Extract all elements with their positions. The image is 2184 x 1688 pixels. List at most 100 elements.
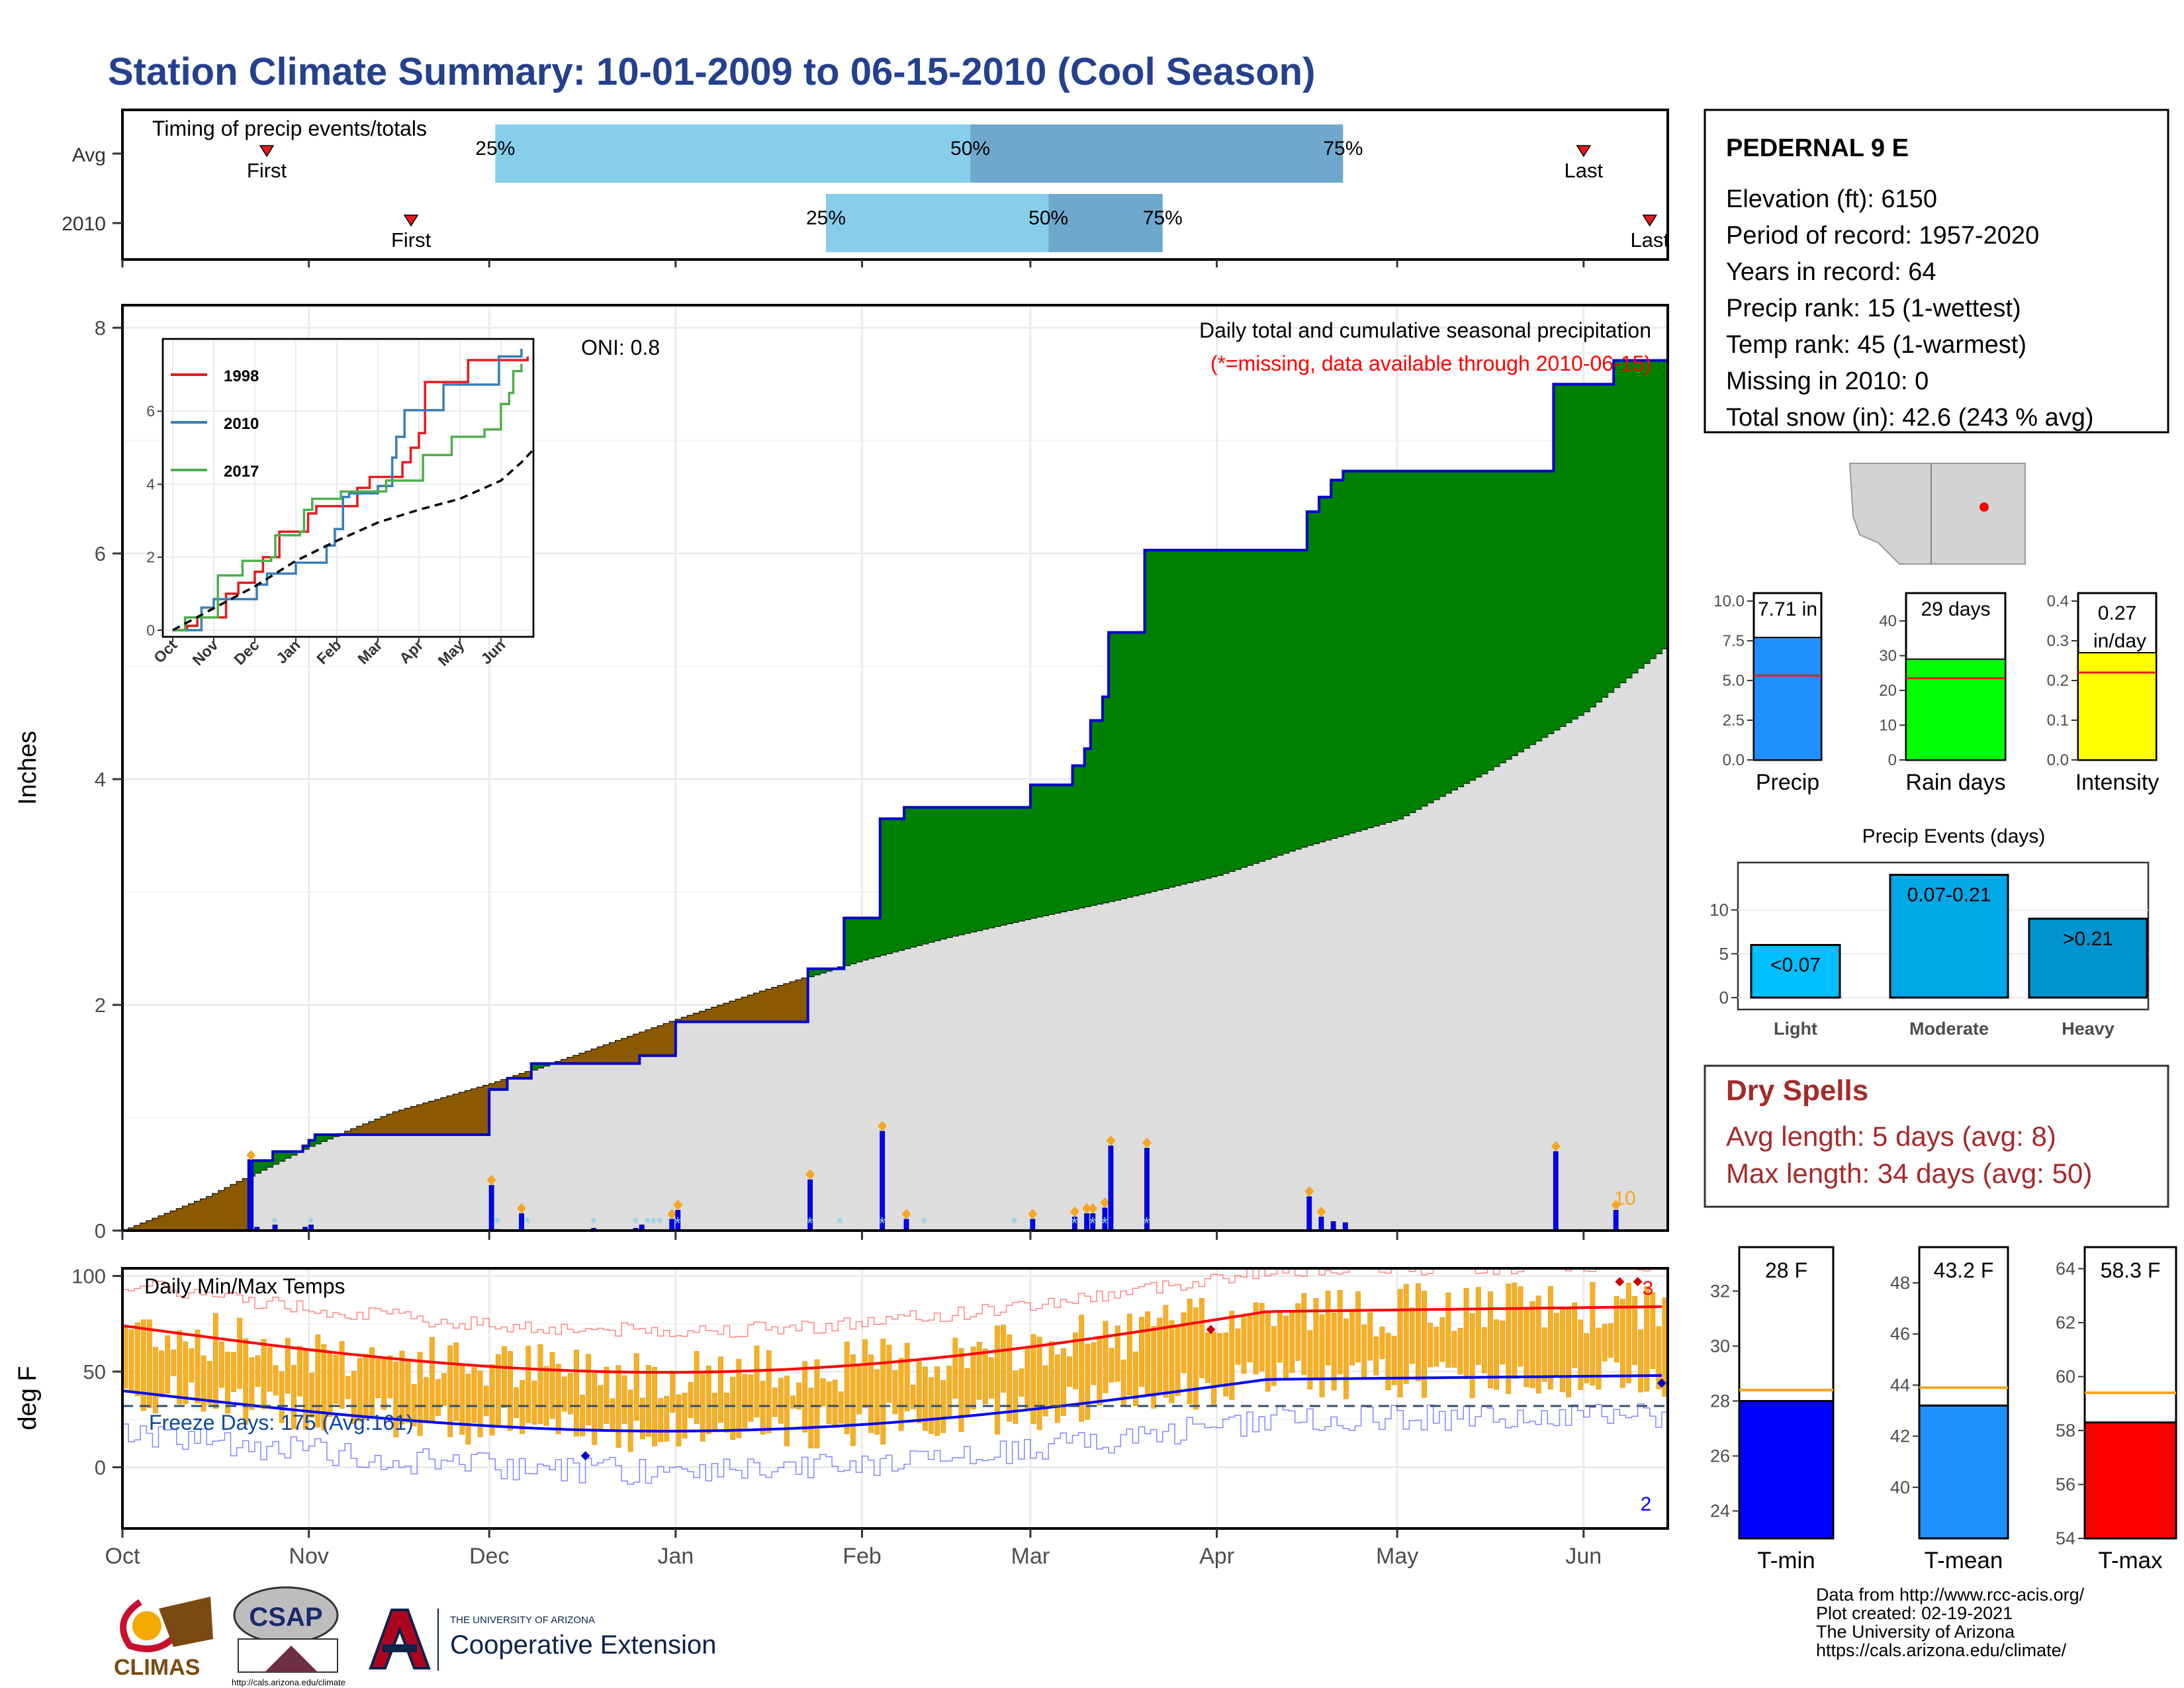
inset-legend-1998: 1998 bbox=[224, 367, 259, 385]
daily-snow-marker bbox=[1551, 1141, 1561, 1152]
daily-temp-bar bbox=[1541, 1327, 1547, 1382]
daily-temp-bar bbox=[255, 1355, 261, 1387]
daily-temp-bar bbox=[1024, 1348, 1030, 1409]
summary-value-label: 29 days bbox=[1921, 598, 1990, 620]
daily-temp-bar bbox=[1277, 1310, 1283, 1363]
daily-temp-bar bbox=[1596, 1327, 1602, 1389]
daily-temp-bar bbox=[1235, 1329, 1241, 1365]
missing-marker: * bbox=[494, 1213, 500, 1233]
daily-temp-bar bbox=[1409, 1307, 1415, 1364]
daily-temp-bar bbox=[339, 1341, 345, 1409]
daily-snow-marker bbox=[486, 1174, 496, 1186]
daily-temp-bar bbox=[465, 1374, 471, 1445]
daily-temp-bar bbox=[399, 1350, 405, 1425]
daily-precip-bar bbox=[248, 1160, 254, 1231]
daily-snow-marker bbox=[1142, 1137, 1152, 1149]
daily-temp-bar bbox=[880, 1338, 886, 1445]
daily-temp-bar bbox=[345, 1376, 351, 1399]
daily-temp-bar bbox=[682, 1393, 688, 1439]
daily-temp-bar bbox=[1553, 1313, 1559, 1376]
daily-temp-bar bbox=[1073, 1333, 1079, 1389]
daily-precip-bar bbox=[302, 1227, 308, 1231]
daily-temp-bar bbox=[567, 1373, 573, 1415]
daily-temp-bar bbox=[1343, 1318, 1349, 1399]
daily-temp-bar bbox=[736, 1359, 742, 1438]
daily-temp-bar bbox=[1428, 1323, 1433, 1368]
daily-temp-bar bbox=[1319, 1314, 1325, 1397]
daily-temp-bar bbox=[1001, 1325, 1006, 1393]
daily-temp-bar bbox=[1500, 1321, 1506, 1365]
daily-temp-bar bbox=[778, 1378, 784, 1424]
daily-temp-bar bbox=[1085, 1343, 1091, 1420]
daily-temp-bar bbox=[705, 1366, 711, 1434]
daily-temp-bar bbox=[766, 1350, 772, 1434]
month-tick-label: Feb bbox=[842, 1544, 882, 1569]
temp-panel-frame bbox=[121, 1267, 1669, 1530]
footer-line-3: https://cals.arizona.edu/climate/ bbox=[1816, 1640, 2067, 1660]
daily-temp-bar bbox=[1132, 1351, 1138, 1407]
daily-temp-bar bbox=[1373, 1336, 1379, 1376]
month-tick-label: May bbox=[1376, 1544, 1418, 1569]
daily-temp-bar bbox=[1547, 1286, 1553, 1390]
climas-logo: CLIMAS bbox=[114, 1597, 213, 1680]
station-line-0: Elevation (ft): 6150 bbox=[1726, 185, 1937, 213]
daily-temp-bar bbox=[1644, 1286, 1650, 1392]
daily-temp-bar bbox=[1481, 1327, 1487, 1374]
daily-temp-bar bbox=[1397, 1289, 1403, 1397]
summary-y-tick: 0.0 bbox=[2047, 751, 2069, 769]
daily-temp-bar bbox=[868, 1354, 874, 1433]
temp-summary-value-label: 43.2 F bbox=[1934, 1258, 1994, 1282]
precip-y-tick: 6 bbox=[95, 542, 106, 565]
daily-temp-bar bbox=[1349, 1311, 1355, 1366]
daily-temp-bar bbox=[694, 1351, 700, 1425]
daily-precip-bar bbox=[1306, 1196, 1312, 1231]
daily-temp-bar bbox=[1416, 1283, 1421, 1382]
temp-panel: 0 50 100 Oct Nov Dec Jan Feb Mar Apr May Jun deg F… bbox=[14, 1265, 1669, 1569]
daily-temp-bar bbox=[802, 1361, 808, 1433]
daily-temp-bar bbox=[1271, 1326, 1277, 1386]
daily-temp-bar bbox=[321, 1344, 327, 1430]
climas-wordmark: CLIMAS bbox=[114, 1655, 200, 1680]
daily-temp-bar bbox=[718, 1356, 723, 1423]
daily-temp-bar bbox=[525, 1346, 531, 1423]
daily-temp-bar bbox=[1103, 1321, 1109, 1393]
temp-summary-y-tick: 32 bbox=[1710, 1281, 1730, 1301]
station-name: PEDERNAL 9 E bbox=[1726, 134, 1909, 162]
daily-temp-bar bbox=[1337, 1289, 1343, 1375]
daily-temp-bar bbox=[387, 1355, 393, 1399]
missing-marker: * bbox=[590, 1213, 597, 1233]
page-title: Station Climate Summary: 10-01-2009 to 0… bbox=[108, 50, 1315, 93]
daily-temp-bar bbox=[1036, 1336, 1042, 1430]
daily-temp-bar bbox=[988, 1357, 994, 1399]
daily-temp-bar bbox=[976, 1342, 982, 1400]
precip-y-label: Inches bbox=[14, 731, 42, 805]
missing-marker: * bbox=[1101, 1213, 1108, 1233]
daily-temp-bar bbox=[1223, 1333, 1229, 1397]
daily-snow-marker bbox=[1611, 1199, 1621, 1211]
timing-pct25-2010: 25% bbox=[806, 207, 846, 229]
timing-first-marker-Avg bbox=[259, 145, 275, 158]
daily-temp-bar bbox=[1524, 1307, 1529, 1387]
summary-y-tick: 30 bbox=[1879, 647, 1897, 665]
timing-last-marker-2010 bbox=[1642, 214, 1658, 227]
daily-temp-bar bbox=[134, 1322, 140, 1397]
temp-summary-y-tick: 44 bbox=[1890, 1375, 1910, 1395]
daily-temp-bar bbox=[381, 1357, 387, 1410]
daily-temp-bar bbox=[592, 1373, 598, 1445]
daily-temp-bar bbox=[309, 1372, 315, 1418]
daily-temp-bar bbox=[1307, 1330, 1313, 1389]
daily-temp-bar bbox=[1656, 1326, 1662, 1389]
daily-temp-bar bbox=[393, 1361, 399, 1438]
daily-temp-bar bbox=[1602, 1324, 1608, 1362]
oni-label: ONI: 0.8 bbox=[581, 336, 660, 359]
precip-annotation-title: Daily total and cumulative seasonal prec… bbox=[1199, 318, 1651, 342]
summary-y-tick: 5.0 bbox=[1723, 672, 1745, 690]
daily-temp-bar bbox=[363, 1354, 369, 1421]
daily-temp-bar bbox=[1253, 1302, 1259, 1374]
daily-temp-bar bbox=[586, 1354, 592, 1426]
event-bar-moderate bbox=[1889, 874, 2009, 999]
precip-summary-bars: 0.0 2.5 5.0 7.5 10.0 7.71 in Precip 0 10 20 30 40 29… bbox=[1713, 592, 2159, 795]
daily-temp-bar bbox=[1535, 1295, 1541, 1393]
daily-temp-bar bbox=[495, 1354, 501, 1427]
inset-series-2010 bbox=[173, 348, 523, 632]
